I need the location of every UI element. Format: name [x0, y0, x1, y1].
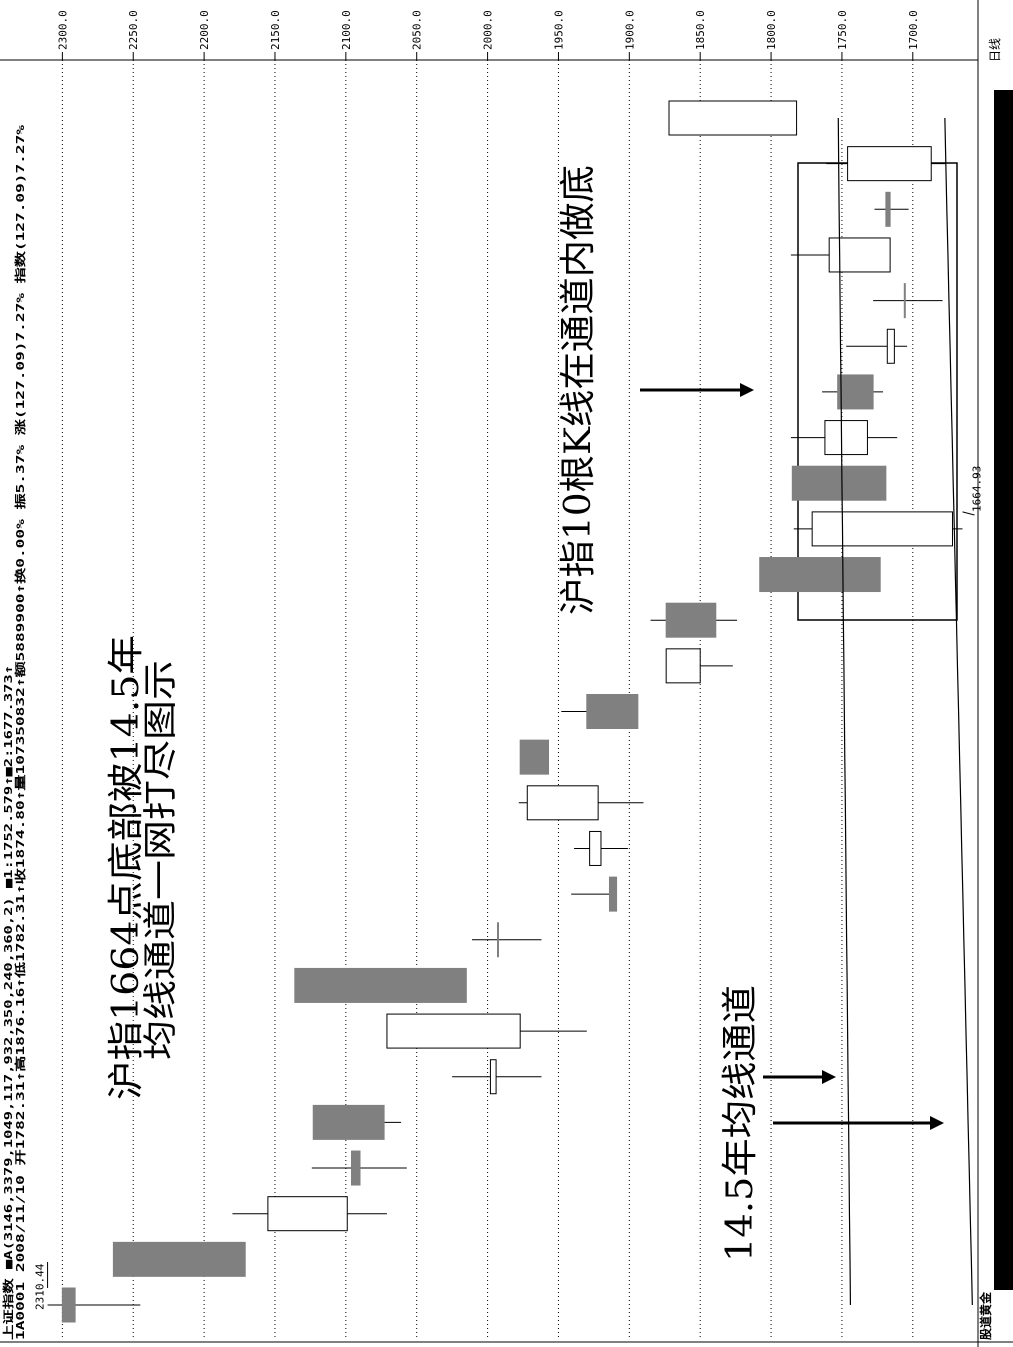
y-tick-label: 1900.0: [623, 10, 636, 50]
candle-body: [61, 1287, 76, 1323]
y-tick-label: 2100.0: [340, 10, 353, 50]
candle-body: [489, 1059, 497, 1095]
y-tick-label: 2150.0: [269, 10, 282, 50]
indicator-label: 股道黄金: [978, 1291, 993, 1340]
annotation: 14.5年均线通道: [720, 985, 761, 1262]
y-tick-label: 1750.0: [836, 10, 849, 50]
candle-body: [312, 1104, 385, 1140]
candle-body: [903, 283, 906, 319]
candle-body: [811, 511, 953, 547]
arrows: [640, 383, 944, 1130]
candle-body: [886, 328, 895, 364]
candle-body: [351, 1150, 361, 1186]
candle-body: [497, 922, 500, 958]
annotation: 均线通道一网打尽图示: [141, 660, 181, 1060]
side-bar: [994, 90, 1013, 1290]
ma-line: [944, 117, 973, 1306]
y-tick-label: 1800.0: [765, 10, 778, 50]
y-tick-label: 1700.0: [907, 10, 920, 50]
candle-body: [294, 967, 467, 1003]
candle-body: [589, 830, 602, 866]
y-tick-label: 2050.0: [411, 10, 424, 50]
header-line: 上证指数 ■A(3146,3379,1049,117,932,350,240,3…: [1, 665, 15, 1340]
label-leader: [962, 511, 975, 516]
y-tick-label: 1850.0: [694, 10, 707, 50]
candle-body: [828, 237, 891, 273]
candle-body: [586, 694, 639, 729]
candle-body: [824, 420, 868, 456]
candle-body: [759, 557, 881, 593]
candle-body: [267, 1196, 348, 1232]
ma-line: [837, 117, 852, 1306]
candle-body: [885, 191, 891, 227]
candle-body: [665, 648, 701, 684]
candle-body: [668, 100, 798, 136]
candle-body: [665, 602, 717, 638]
candle-body: [112, 1241, 246, 1277]
y-tick-label: 1950.0: [552, 10, 565, 50]
y-tick-label: 2300.0: [56, 10, 69, 50]
candle-body: [608, 876, 618, 912]
candle-body: [791, 465, 887, 501]
high-label: 2310.44: [34, 1263, 47, 1310]
low-label: 1664.93: [971, 466, 984, 512]
candle-body: [837, 374, 874, 410]
y-tick-label: 2000.0: [482, 10, 495, 50]
annotation: 沪指1664点底部被14.5年: [106, 635, 147, 1100]
y-tick-label: 2250.0: [127, 10, 140, 50]
candle-body: [847, 146, 932, 182]
candle-body: [519, 739, 550, 775]
header-line: 1A0001 2008/11/10 开1782.31↑高1876.16↑低178…: [13, 124, 27, 1340]
period-label: 日线: [988, 38, 1002, 62]
candle-body: [526, 785, 599, 821]
annotation: 沪指10根K线在通道内做底: [558, 165, 599, 615]
y-tick-label: 2200.0: [198, 10, 211, 50]
candle-body: [386, 1013, 521, 1049]
